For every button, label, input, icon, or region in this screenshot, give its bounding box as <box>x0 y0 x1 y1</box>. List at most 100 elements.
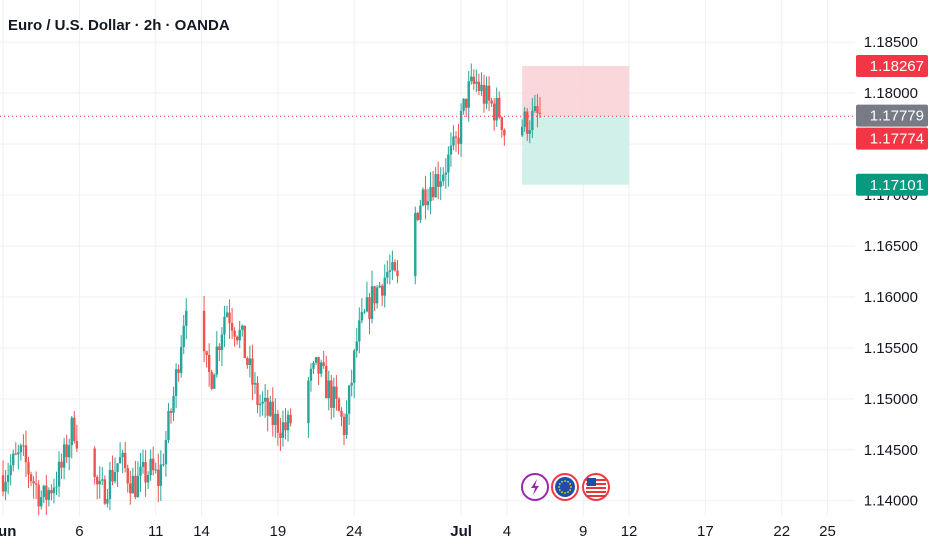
candle-body <box>172 395 175 413</box>
candle-body <box>218 346 221 350</box>
price-tag-label: 1.17779 <box>870 108 924 125</box>
x-tick-label: 6 <box>75 523 83 540</box>
candle-body <box>1 475 5 492</box>
candle-body <box>485 85 488 104</box>
candle-body <box>96 477 99 485</box>
x-tick-label: 11 <box>148 523 164 540</box>
eu-flag-icon[interactable] <box>551 473 579 501</box>
candle-body <box>131 475 135 494</box>
candle-body <box>139 466 142 476</box>
candle-body <box>179 346 183 373</box>
y-tick-label: 1.16500 <box>864 238 918 255</box>
candle-body <box>27 462 30 475</box>
y-tick-label: 1.18500 <box>864 34 918 51</box>
candle-body <box>169 410 173 413</box>
candle-body <box>207 355 211 372</box>
candle-body <box>434 174 437 198</box>
candle-body <box>284 422 287 431</box>
candle-body <box>381 285 384 296</box>
candle-body <box>495 97 498 121</box>
lightning-bolt <box>531 479 539 495</box>
candle-body <box>429 187 432 202</box>
economic-events[interactable] <box>521 473 610 501</box>
candle-body <box>279 432 282 438</box>
candle-body <box>416 212 420 220</box>
candle-body <box>65 444 68 458</box>
candle-body <box>523 111 526 127</box>
candle-body <box>121 452 124 458</box>
time-axis[interactable]: Jun 6 11 14 19 24 Jul 4 9 12 17 22 25 <box>0 523 836 540</box>
candle-body <box>134 475 137 498</box>
x-tick-label: 9 <box>579 523 587 540</box>
candle-body <box>9 465 12 476</box>
candle-body <box>447 154 450 173</box>
candle-body <box>424 189 427 206</box>
candle-body <box>243 325 246 359</box>
x-tick-label: 17 <box>697 523 714 540</box>
candle-body <box>449 145 453 155</box>
eu-flag-field <box>555 477 575 497</box>
us-canton <box>587 478 596 486</box>
candle-body <box>40 497 43 507</box>
candle-body <box>241 325 244 330</box>
candle-body <box>531 110 534 131</box>
candle-body <box>482 84 486 104</box>
candle-body <box>503 129 506 136</box>
candle-body <box>396 270 399 277</box>
candle-body <box>322 362 325 366</box>
candle-body <box>538 112 542 114</box>
eu-star <box>567 480 569 483</box>
eu-star <box>569 483 572 485</box>
candle-body <box>330 380 333 408</box>
candle-body <box>225 312 229 317</box>
candle-body <box>60 461 63 468</box>
candle-body <box>246 358 249 365</box>
price-tag-red <box>856 54 928 77</box>
candle-body <box>533 106 537 111</box>
candle-body <box>419 205 422 220</box>
candle-body <box>154 469 157 471</box>
candle-body <box>14 453 17 455</box>
candle-body <box>454 136 458 138</box>
price-tag-green <box>856 173 928 196</box>
candle-body <box>167 410 170 441</box>
candle-body <box>103 479 107 504</box>
chart-title: Euro / U.S. Dollar · 2h · OANDA <box>8 17 230 34</box>
x-tick-label: 14 <box>193 523 210 540</box>
short-position-tool[interactable] <box>522 65 630 185</box>
candle-body <box>500 117 504 130</box>
candle-body <box>436 174 440 187</box>
candle-body <box>520 126 524 136</box>
candle-body <box>528 130 531 134</box>
candle-body <box>526 111 529 134</box>
candle-body <box>93 448 96 478</box>
candle-body <box>373 286 376 304</box>
y-tick-label: 1.15000 <box>864 391 918 408</box>
candle-body <box>307 380 310 424</box>
candle-body <box>325 365 328 399</box>
candle-body <box>363 311 366 313</box>
candle-body <box>464 98 468 108</box>
candle-body <box>353 350 356 383</box>
lightning-icon[interactable] <box>521 473 549 501</box>
x-tick-label: Jul <box>450 523 472 540</box>
price-tag-gray <box>856 104 928 127</box>
candle-body <box>213 374 216 389</box>
grid-lines <box>0 0 855 516</box>
candle-body <box>388 270 392 272</box>
candlestick-series <box>1 63 542 516</box>
us-flag-icon[interactable] <box>582 473 610 501</box>
candle-body <box>368 297 371 319</box>
candle-body <box>378 285 381 288</box>
candle-body <box>202 310 206 352</box>
candle-body <box>177 369 180 373</box>
candle-body <box>22 445 25 447</box>
candle-body <box>414 212 417 277</box>
candle-body <box>223 316 226 335</box>
candle-body <box>309 368 313 381</box>
candle-body <box>108 469 112 499</box>
candle-body <box>312 362 315 369</box>
candle-body <box>215 346 219 375</box>
x-tick-label: 12 <box>621 523 638 540</box>
